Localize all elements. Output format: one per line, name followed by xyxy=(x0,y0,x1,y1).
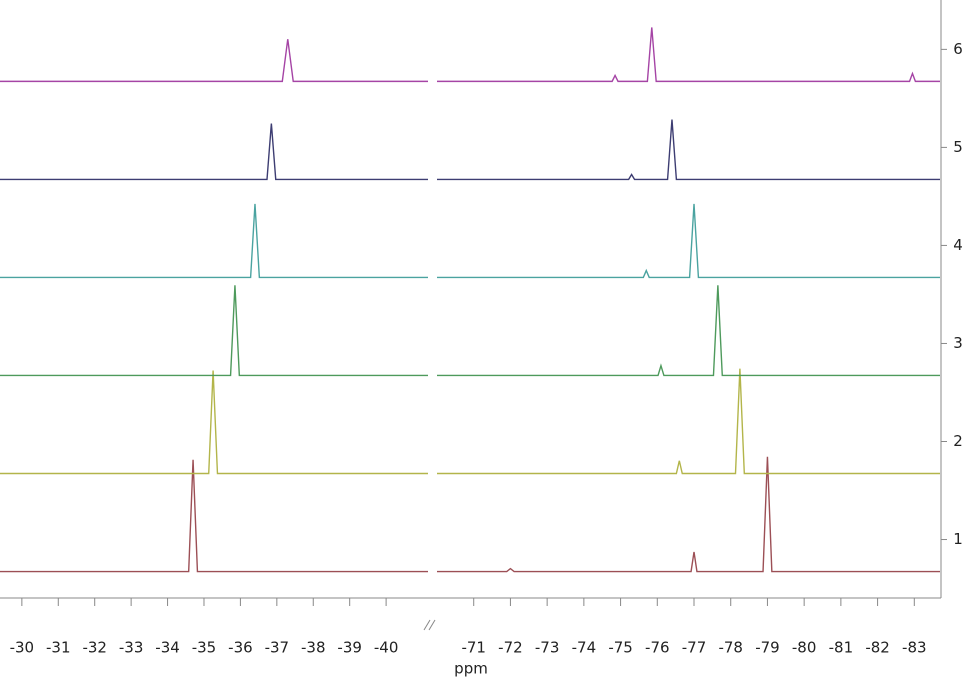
spectrum-line xyxy=(0,203,428,279)
spectrum-line xyxy=(437,119,940,181)
x-tick-label: -73 xyxy=(535,639,560,657)
spectrum-line xyxy=(437,203,940,279)
x-tick-label: -32 xyxy=(82,639,107,657)
x-tick-label: -38 xyxy=(301,639,326,657)
x-tick-label: -35 xyxy=(192,639,217,657)
x-axis-label: ppm xyxy=(454,660,488,678)
x-tick-label: -83 xyxy=(902,639,927,657)
x-tick-label: -33 xyxy=(119,639,144,657)
spectrum-label: 4 xyxy=(953,236,963,254)
x-tick-label: -30 xyxy=(10,639,35,657)
spectrum-label: 3 xyxy=(953,334,963,352)
spectrum-label: 2 xyxy=(953,432,963,450)
spectrum-line xyxy=(0,370,428,475)
x-tick-label: -81 xyxy=(829,639,854,657)
x-tick-label: -71 xyxy=(461,639,486,657)
spectrum-label: 5 xyxy=(953,138,963,156)
spectrum-line xyxy=(0,285,428,377)
spectrum-line xyxy=(0,459,428,573)
x-tick-label: -77 xyxy=(682,639,707,657)
spectrum-line xyxy=(437,456,940,573)
x-tick-label: -37 xyxy=(265,639,290,657)
x-tick-label: -80 xyxy=(792,639,817,657)
axis-break xyxy=(423,619,436,631)
x-tick-label: -39 xyxy=(337,639,362,657)
x-tick-label: -82 xyxy=(865,639,890,657)
x-tick-label: -74 xyxy=(572,639,597,657)
spectrum-line xyxy=(0,39,428,83)
x-tick-label: -79 xyxy=(755,639,780,657)
x-tick-label: -31 xyxy=(46,639,71,657)
spectrum-label: 6 xyxy=(953,40,963,58)
spectrum-line xyxy=(437,368,940,475)
spectrum-line xyxy=(0,123,428,181)
x-tick-label: -76 xyxy=(645,639,670,657)
x-tick-label: -40 xyxy=(374,639,399,657)
spectrum-line xyxy=(437,285,940,377)
spectrum-line xyxy=(437,27,940,83)
x-tick-label: -72 xyxy=(498,639,523,657)
spectrum-label: 1 xyxy=(953,530,963,548)
x-tick-label: -78 xyxy=(718,639,743,657)
x-tick-label: -75 xyxy=(608,639,633,657)
x-tick-label: -34 xyxy=(155,639,180,657)
x-tick-label: -36 xyxy=(228,639,253,657)
